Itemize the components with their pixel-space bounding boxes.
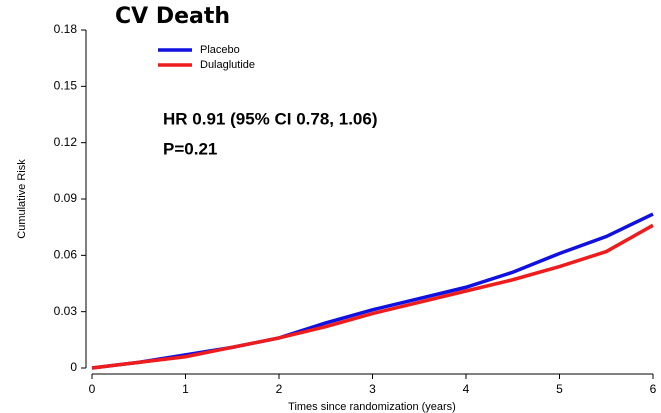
x-tick-label: 6 <box>650 382 657 396</box>
y-tick-label: 0.15 <box>54 79 78 93</box>
y-tick-label: 0.03 <box>54 304 78 318</box>
x-axis-title: Times since randomization (years) <box>288 401 456 413</box>
annotation: P=0.21 <box>163 139 217 158</box>
x-tick-label: 3 <box>369 382 376 396</box>
y-tick-label: 0.06 <box>54 248 78 262</box>
legend-label: Dulaglutide <box>200 59 255 71</box>
x-tick-label: 0 <box>89 382 96 396</box>
chart-title: CV Death <box>115 4 230 29</box>
series-line <box>91 223 654 370</box>
y-tick-label: 0 <box>70 360 77 374</box>
y-tick-label: 0.18 <box>54 22 78 36</box>
x-tick-label: 5 <box>556 382 563 396</box>
y-axis-title: Cumulative Risk <box>16 159 28 239</box>
legend-label: Placebo <box>200 44 240 56</box>
x-tick-label: 1 <box>182 382 189 396</box>
y-tick-label: 0.12 <box>54 135 78 149</box>
annotation: HR 0.91 (95% CI 0.78, 1.06) <box>163 109 378 128</box>
series-line <box>91 212 654 370</box>
x-tick-label: 2 <box>276 382 283 396</box>
x-tick-label: 4 <box>463 382 470 396</box>
y-tick-label: 0.09 <box>54 191 78 205</box>
